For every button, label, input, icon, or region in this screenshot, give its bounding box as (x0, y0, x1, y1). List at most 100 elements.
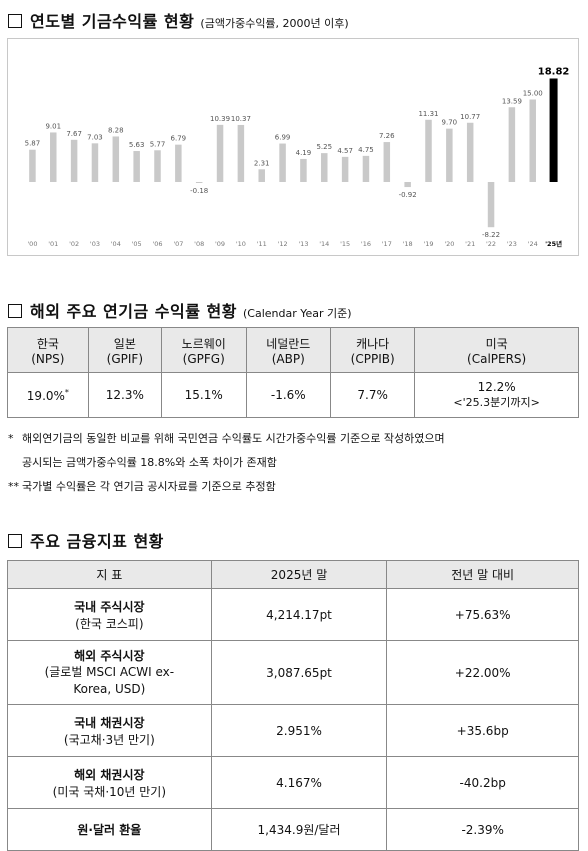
data-label-'24: 15.00 (523, 90, 543, 98)
footnote-1: * 해외연기금의 동일한 비교를 위해 국민연금 수익률도 시간가중수익률 기준으… (8, 432, 445, 445)
bar-'24 (529, 99, 536, 182)
data-label-'00: 5.87 (25, 140, 41, 148)
section-title-text: 연도별 기금수익률 현황 (30, 12, 195, 31)
bar-'18 (404, 182, 411, 188)
bar-'07 (175, 144, 182, 182)
data-label-'01: 9.01 (45, 122, 61, 130)
indicator-change: +35.6bp (386, 704, 579, 757)
indicator-value: 4.167% (210, 756, 388, 809)
tick-label-'06: '06 (152, 240, 162, 248)
bar-'13 (300, 158, 307, 182)
tick-label-'20: '20 (444, 240, 454, 248)
value-cell-calpers: 12.2% <'25.3분기까지> (414, 372, 579, 418)
tick-label-'25년: '25년 (545, 239, 562, 248)
data-label-'15: 4.57 (337, 147, 353, 155)
tick-label-'16: '16 (361, 240, 371, 248)
tick-label-'19: '19 (423, 240, 433, 248)
indicator-label: 해외 채권시장 (미국 국채·10년 만기) (7, 756, 212, 809)
data-label-'05: 5.63 (129, 141, 145, 149)
data-label-'08: -0.18 (190, 187, 208, 195)
data-label-'06: 5.77 (150, 140, 166, 148)
tick-label-'22: '22 (486, 240, 496, 248)
data-label-'09: 10.39 (210, 115, 230, 123)
tick-label-'23: '23 (507, 240, 517, 248)
data-label-'12: 6.99 (275, 134, 291, 142)
header-cell: 전년 말 대비 (386, 560, 579, 589)
tick-label-'02: '02 (69, 240, 79, 248)
section-title-fund-returns: 연도별 기금수익률 현황 (금액가중수익률, 2000년 이후) (8, 8, 349, 32)
bar-'14 (321, 153, 328, 182)
table-row: 19.0%* 12.3% 15.1% -1.6% 7.7% 12.2% <'25.… (7, 372, 579, 418)
tick-label-'01: '01 (48, 240, 58, 248)
tick-label-'10: '10 (236, 240, 246, 248)
tick-label-'12: '12 (278, 240, 288, 248)
bar-'19 (425, 119, 432, 182)
data-label-'13: 4.19 (296, 149, 312, 157)
indicator-change: +75.63% (386, 588, 579, 641)
tick-label-'04: '04 (111, 240, 121, 248)
bar-'03 (91, 143, 99, 182)
bar-'21 (466, 122, 474, 182)
annual-returns-chart: 5.87 '00 9.01 '01 7.67 '02 7.03 '03 8.28 '04 5.63 '… (7, 38, 579, 256)
data-label-'25년: 18.82 (538, 66, 570, 77)
bar-'10 (237, 124, 245, 182)
tick-label-'09: '09 (215, 240, 225, 248)
overseas-pension-table: 한국 (NPS) 일본 (GPIF) 노르웨이 (GPFG) 네덜란드 (ABP) 캐나… (7, 327, 579, 418)
bar-'15 (341, 156, 349, 182)
value-cell-cppib: 7.7% (330, 372, 416, 418)
tick-label-'07: '07 (173, 240, 183, 248)
tick-label-'14: '14 (319, 240, 329, 248)
section-subtitle: (Calendar Year 기준) (243, 307, 352, 320)
data-label-'10: 10.37 (231, 115, 251, 123)
tick-label-'08: '08 (194, 240, 204, 248)
data-label-'16: 4.75 (358, 146, 374, 154)
tick-label-'13: '13 (298, 240, 308, 248)
indicator-change: -2.39% (386, 808, 579, 851)
indicator-value: 4,214.17pt (210, 588, 388, 641)
indicator-label: 원·달러 환율 (7, 808, 212, 851)
indicator-change: +22.00% (386, 640, 579, 705)
bar-'11 (258, 169, 265, 182)
bar-'20 (446, 128, 453, 182)
section-title-overseas-pensions: 해외 주요 연기금 수익률 현황 (Calendar Year 기준) (8, 298, 352, 322)
section-title-text: 해외 주요 연기금 수익률 현황 (30, 302, 237, 321)
indicator-label: 국내 주식시장 (한국 코스피) (7, 588, 212, 641)
header-cell: 한국 (NPS) (7, 327, 89, 373)
tick-label-'15: '15 (340, 240, 350, 248)
tick-label-'17: '17 (382, 240, 392, 248)
section-title-text: 주요 금융지표 현황 (30, 532, 164, 551)
value-cell-nps: 19.0%* (7, 372, 89, 418)
bar-'22 (487, 182, 495, 228)
checkbox-square-icon (8, 14, 22, 28)
bar-'00 (29, 149, 36, 182)
table-row: 원·달러 환율 1,434.9원/달러 -2.39% (7, 808, 579, 851)
header-cell: 네덜란드 (ABP) (245, 327, 332, 373)
bar-'09 (216, 124, 224, 182)
section-subtitle: (금액가중수익률, 2000년 이후) (200, 17, 349, 30)
bar-'08 (195, 182, 203, 183)
tick-label-'21: '21 (465, 240, 475, 248)
header-cell: 노르웨이 (GPFG) (160, 327, 247, 373)
data-label-'23: 13.59 (502, 97, 522, 105)
table-row: 해외 주식시장 (글로벌 MSCI ACWI ex-Korea, USD) 3,0… (7, 640, 579, 705)
data-label-'11: 2.31 (254, 159, 270, 167)
bar-'17 (383, 142, 391, 182)
footnote-2: ** 국가별 수익률은 각 연기금 공시자료를 기준으로 추정함 (8, 480, 276, 493)
indicator-change: -40.2bp (386, 756, 579, 809)
indicator-label: 해외 주식시장 (글로벌 MSCI ACWI ex-Korea, USD) (7, 640, 212, 705)
header-cell: 2025년 말 (210, 560, 388, 589)
header-cell: 미국 (CalPERS) (414, 327, 579, 373)
data-label-'18: -0.92 (399, 191, 417, 199)
table-row: 해외 채권시장 (미국 국채·10년 만기) 4.167% -40.2bp (7, 756, 579, 809)
data-label-'07: 6.79 (171, 135, 187, 143)
section-title-financial-indicators: 주요 금융지표 현황 (8, 528, 164, 552)
tick-label-'05: '05 (132, 240, 142, 248)
indicator-value: 2.951% (210, 704, 388, 757)
data-label-'21: 10.77 (460, 113, 480, 121)
data-label-'17: 7.26 (379, 132, 395, 140)
header-cell: 지 표 (7, 560, 212, 589)
bar-'01 (50, 132, 57, 182)
bar-'25년 (549, 78, 558, 182)
table-row: 국내 채권시장 (국고채·3년 만기) 2.951% +35.6bp (7, 704, 579, 757)
tick-label-'11: '11 (257, 240, 267, 248)
